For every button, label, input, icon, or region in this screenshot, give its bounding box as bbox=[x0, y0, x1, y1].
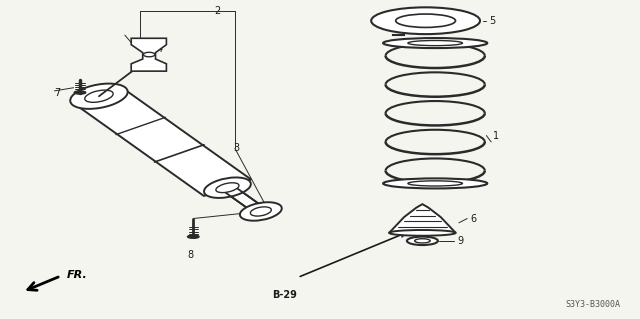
Text: B-29: B-29 bbox=[273, 290, 297, 300]
Ellipse shape bbox=[407, 237, 438, 245]
Polygon shape bbox=[221, 186, 262, 210]
Text: 2: 2 bbox=[214, 6, 221, 16]
Text: S3Y3-B3000A: S3Y3-B3000A bbox=[566, 300, 621, 309]
Ellipse shape bbox=[240, 202, 282, 221]
Ellipse shape bbox=[383, 178, 487, 189]
Text: 6: 6 bbox=[470, 213, 477, 224]
Ellipse shape bbox=[408, 181, 463, 186]
Ellipse shape bbox=[74, 91, 86, 94]
Text: 3: 3 bbox=[234, 143, 240, 153]
Ellipse shape bbox=[408, 41, 463, 46]
Text: 1: 1 bbox=[493, 130, 499, 141]
Ellipse shape bbox=[70, 84, 128, 109]
Polygon shape bbox=[76, 88, 251, 196]
Text: 9: 9 bbox=[458, 236, 464, 246]
Text: FR.: FR. bbox=[67, 270, 88, 280]
Text: 5: 5 bbox=[490, 16, 496, 26]
Ellipse shape bbox=[396, 14, 456, 27]
Text: 7: 7 bbox=[54, 87, 61, 98]
Ellipse shape bbox=[383, 38, 487, 48]
Ellipse shape bbox=[204, 177, 251, 198]
Ellipse shape bbox=[143, 52, 155, 57]
Ellipse shape bbox=[84, 90, 113, 102]
Text: 4: 4 bbox=[157, 44, 163, 55]
Polygon shape bbox=[389, 204, 456, 233]
Ellipse shape bbox=[250, 207, 271, 216]
Text: 8: 8 bbox=[188, 250, 194, 260]
Ellipse shape bbox=[389, 230, 456, 236]
Ellipse shape bbox=[371, 7, 480, 34]
Ellipse shape bbox=[216, 183, 239, 193]
Ellipse shape bbox=[188, 235, 199, 238]
Polygon shape bbox=[131, 38, 166, 71]
Ellipse shape bbox=[415, 239, 430, 243]
